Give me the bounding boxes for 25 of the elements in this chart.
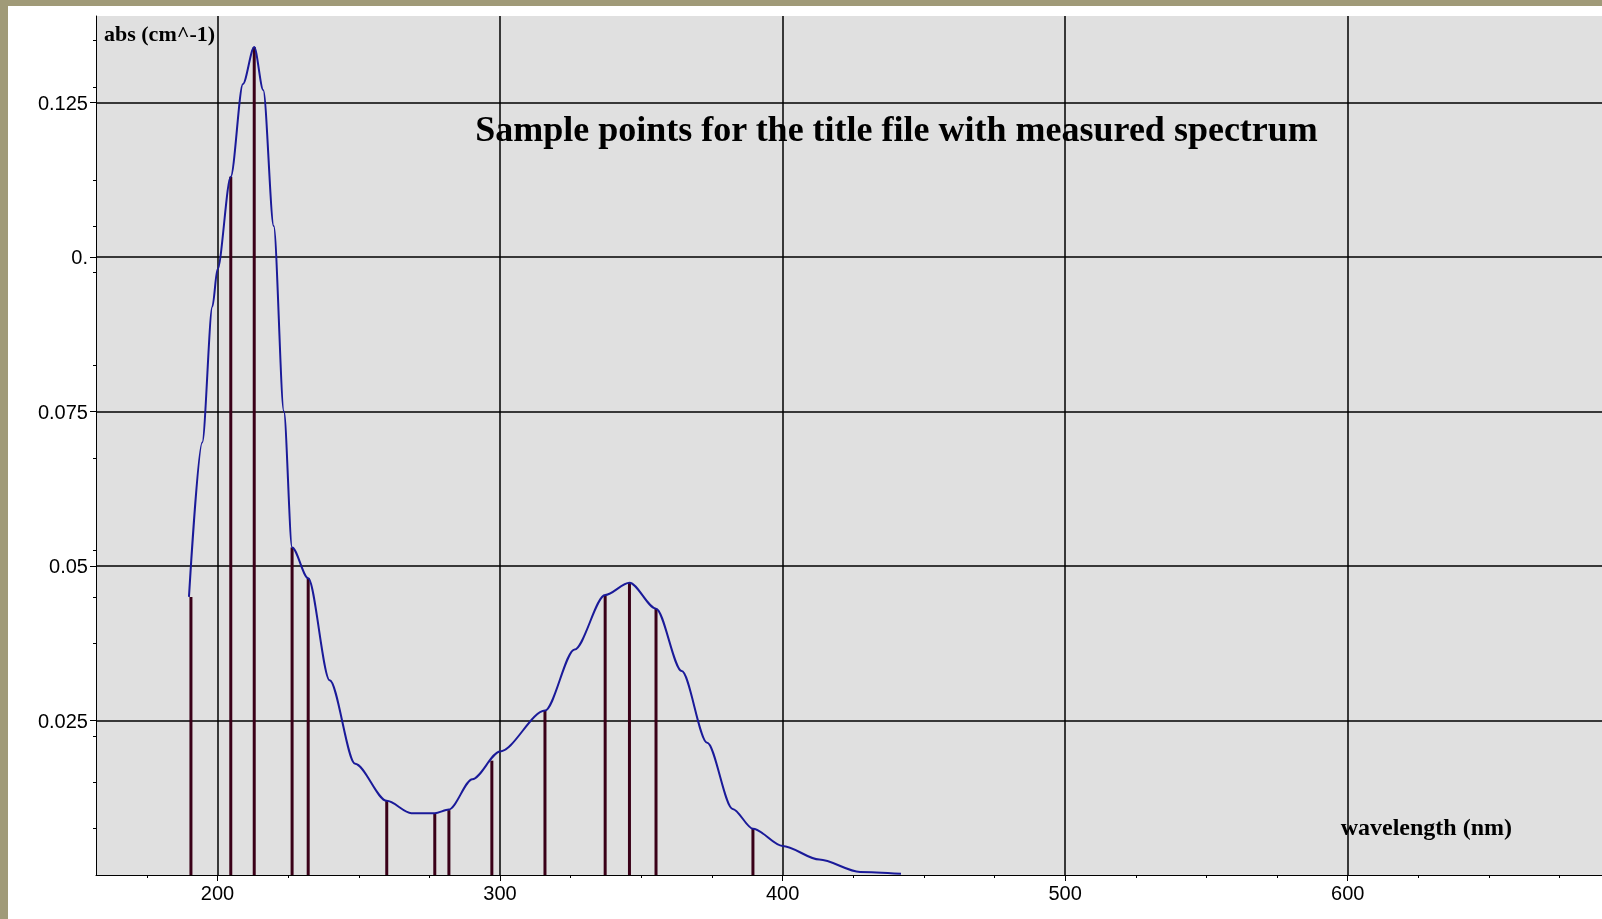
- x-tick-label: 200: [200, 882, 235, 904]
- bar: [543, 710, 547, 875]
- bar: [603, 595, 607, 875]
- bar: [189, 596, 193, 875]
- bar: [385, 800, 389, 875]
- x-tick-label: 500: [1048, 882, 1082, 904]
- bar: [490, 760, 494, 875]
- y-tick-label: 0.025: [37, 709, 88, 732]
- bar: [447, 810, 451, 875]
- x-tick-label: 600: [1331, 882, 1365, 904]
- bar: [751, 828, 755, 875]
- x-tick-label: 300: [483, 882, 517, 904]
- bar: [627, 582, 631, 875]
- bar: [252, 46, 256, 875]
- y-tick-label: 0.05: [49, 555, 88, 578]
- bar: [654, 608, 658, 875]
- y-axis-title: abs (cm^-1): [104, 20, 216, 46]
- y-tick-label: 0.: [71, 246, 88, 269]
- x-tick-label: 400: [765, 882, 800, 904]
- bar: [290, 547, 294, 875]
- bar: [433, 813, 437, 875]
- y-tick-label: 0.075: [37, 400, 88, 423]
- bar: [229, 176, 233, 875]
- bar: [306, 578, 310, 875]
- y-tick-label: 0.125: [37, 91, 88, 114]
